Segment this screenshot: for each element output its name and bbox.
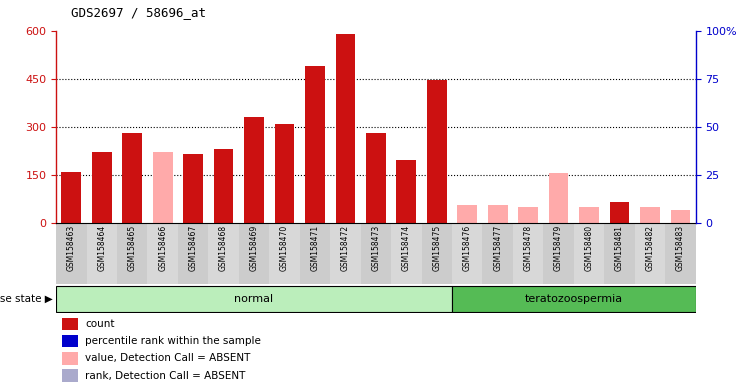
Bar [336,34,355,223]
Bar [92,152,111,223]
Text: percentile rank within the sample: percentile rank within the sample [85,336,261,346]
Bar [366,133,386,223]
Bar [452,286,696,311]
Text: GSM158467: GSM158467 [188,225,197,271]
Bar [56,286,452,311]
Bar [543,223,574,284]
Bar [427,80,447,223]
Bar [482,223,513,284]
Bar [87,223,117,284]
Bar [422,223,452,284]
Text: GSM158466: GSM158466 [158,225,168,271]
Bar [513,223,543,284]
Bar [574,223,604,284]
Text: GSM158469: GSM158469 [250,225,259,271]
Bar [123,133,142,223]
Bar [452,223,482,284]
Text: GSM158478: GSM158478 [524,225,533,271]
Text: GDS2697 / 58696_at: GDS2697 / 58696_at [71,6,206,19]
Text: GSM158472: GSM158472 [341,225,350,271]
Text: GSM158476: GSM158476 [463,225,472,271]
Text: GSM158471: GSM158471 [310,225,319,271]
Bar [244,117,264,223]
Text: GSM158473: GSM158473 [371,225,381,271]
Bar [275,124,295,223]
Bar [518,207,538,223]
Bar [640,207,660,223]
Text: GSM158465: GSM158465 [128,225,137,271]
Bar [391,223,422,284]
Bar [63,335,79,348]
Bar [610,202,629,223]
Bar [635,223,665,284]
Bar [147,223,178,284]
Bar [63,352,79,365]
Bar [178,223,209,284]
Text: GSM158483: GSM158483 [676,225,685,271]
Text: GSM158474: GSM158474 [402,225,411,271]
Bar [214,149,233,223]
Bar [117,223,147,284]
Text: count: count [85,319,114,329]
Text: GSM158480: GSM158480 [584,225,594,271]
Bar [300,223,330,284]
Text: GSM158463: GSM158463 [67,225,76,271]
Bar [61,172,82,223]
Text: teratozoospermia: teratozoospermia [525,293,623,304]
Bar [63,369,79,382]
Bar [209,223,239,284]
Bar [56,223,87,284]
Bar [153,152,173,223]
Text: GSM158468: GSM158468 [219,225,228,271]
Bar [330,223,361,284]
Bar [63,318,79,330]
Bar [361,223,391,284]
Text: GSM158477: GSM158477 [493,225,502,271]
Bar [604,223,635,284]
Text: GSM158475: GSM158475 [432,225,441,271]
Bar [239,223,269,284]
Text: GSM158470: GSM158470 [280,225,289,271]
Bar [457,205,477,223]
Bar [670,210,690,223]
Text: GSM158479: GSM158479 [554,225,563,271]
Text: normal: normal [234,293,274,304]
Bar [579,207,599,223]
Text: rank, Detection Call = ABSENT: rank, Detection Call = ABSENT [85,371,245,381]
Text: GSM158482: GSM158482 [646,225,654,271]
Text: value, Detection Call = ABSENT: value, Detection Call = ABSENT [85,353,251,363]
Bar [549,173,568,223]
Text: GSM158481: GSM158481 [615,225,624,271]
Bar [269,223,300,284]
Bar [488,205,508,223]
Bar [305,66,325,223]
Text: GSM158464: GSM158464 [97,225,106,271]
Bar [665,223,696,284]
Bar [183,154,203,223]
Text: disease state ▶: disease state ▶ [0,293,52,304]
Bar [396,161,416,223]
